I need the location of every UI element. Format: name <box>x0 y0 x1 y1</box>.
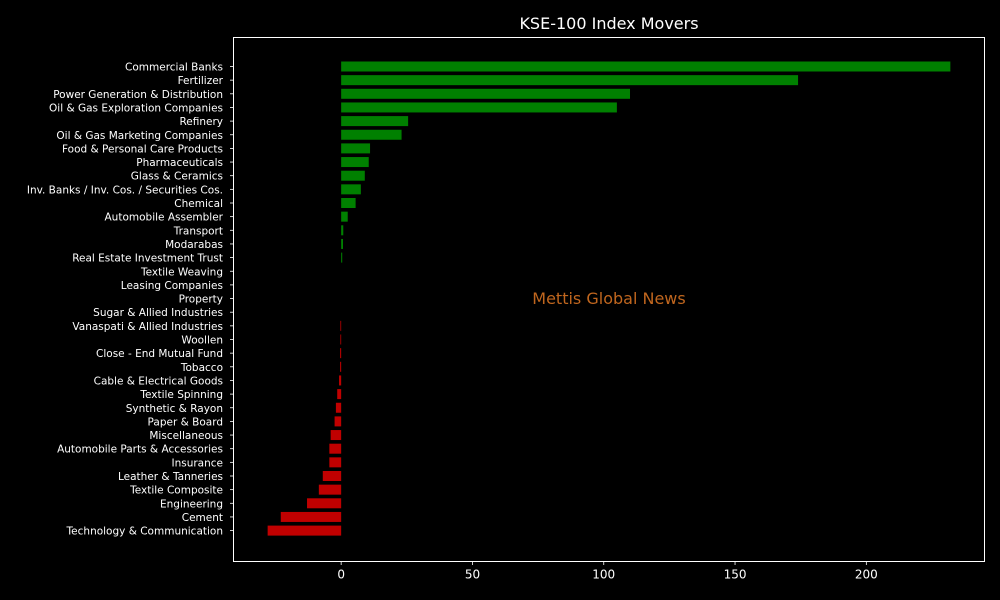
category-label: Textile Weaving <box>140 266 223 278</box>
category-label: Leather & Tanneries <box>118 471 223 483</box>
category-label: Glass & Ceramics <box>131 171 223 183</box>
x-tick-label: 0 <box>337 568 345 582</box>
x-axis-ticks: 0 50 100 150 200 <box>230 66 878 582</box>
bar <box>330 430 342 441</box>
category-label: Insurance <box>171 457 223 469</box>
category-label: Automobile Parts & Accessories <box>57 444 223 456</box>
category-label: Close - End Mutual Fund <box>96 348 223 360</box>
category-label: Textile Spinning <box>139 389 223 401</box>
bar <box>341 225 344 236</box>
x-tick-label: 150 <box>724 568 747 582</box>
category-label: Pharmaceuticals <box>136 157 223 169</box>
bar <box>340 334 342 345</box>
bar <box>329 457 342 468</box>
bar <box>341 238 343 249</box>
category-label: Synthetic & Rayon <box>126 403 223 415</box>
category-label: Oil & Gas Marketing Companies <box>56 130 223 142</box>
bar <box>341 211 348 222</box>
bar <box>341 143 371 154</box>
bar <box>267 525 342 536</box>
x-tick-label: 100 <box>592 568 615 582</box>
bar <box>341 170 365 181</box>
category-label: Technology & Communication <box>66 526 223 538</box>
bar <box>339 375 342 386</box>
bar <box>341 75 799 86</box>
category-label: Vanaspati & Allied Industries <box>72 321 223 333</box>
category-label: Sugar & Allied Industries <box>93 307 223 319</box>
bar <box>340 348 342 359</box>
category-label: Oil & Gas Exploration Companies <box>49 102 223 114</box>
bar <box>318 484 342 495</box>
bar <box>340 320 342 331</box>
category-label: Engineering <box>160 498 223 510</box>
chart-title: KSE-100 Index Movers <box>519 14 698 33</box>
bar <box>341 116 409 127</box>
category-label: Power Generation & Distribution <box>53 89 223 101</box>
bar <box>341 252 343 263</box>
category-label: Paper & Board <box>148 416 223 428</box>
category-label: Real Estate Investment Trust <box>72 253 223 265</box>
category-label: Transport <box>173 225 223 237</box>
bars-group <box>267 61 951 536</box>
category-label: Modarabas <box>165 239 223 251</box>
category-label: Food & Personal Care Products <box>62 143 223 155</box>
watermark-text: Mettis Global News <box>532 289 685 308</box>
x-tick-label: 200 <box>855 568 878 582</box>
bar <box>341 102 617 113</box>
category-label: Leasing Companies <box>121 280 223 292</box>
bar <box>341 184 361 195</box>
x-tick-label: 50 <box>465 568 480 582</box>
bar <box>340 361 342 372</box>
bar <box>341 88 631 99</box>
category-label: Tobacco <box>180 362 223 374</box>
category-label: Commercial Banks <box>125 62 223 74</box>
bar <box>335 402 342 413</box>
bar <box>341 198 356 208</box>
category-label: Inv. Banks / Inv. Cos. / Securities Cos. <box>27 184 223 196</box>
category-label: Refinery <box>179 116 223 128</box>
bar <box>307 498 342 509</box>
bar <box>322 471 342 481</box>
bar <box>341 61 951 72</box>
category-label: Cable & Electrical Goods <box>94 375 223 387</box>
bar <box>329 443 342 454</box>
category-label: Textile Composite <box>129 485 223 497</box>
category-label: Woollen <box>181 335 223 347</box>
category-label: Property <box>179 294 223 306</box>
category-label: Chemical <box>174 198 223 210</box>
bar <box>280 511 342 522</box>
bar <box>341 157 369 168</box>
category-label: Miscellaneous <box>149 430 223 442</box>
bar <box>337 389 342 400</box>
category-label: Fertilizer <box>178 75 224 87</box>
category-label: Cement <box>182 512 223 524</box>
bar <box>341 129 402 140</box>
category-label: Automobile Assembler <box>105 212 224 224</box>
bar <box>334 416 342 427</box>
